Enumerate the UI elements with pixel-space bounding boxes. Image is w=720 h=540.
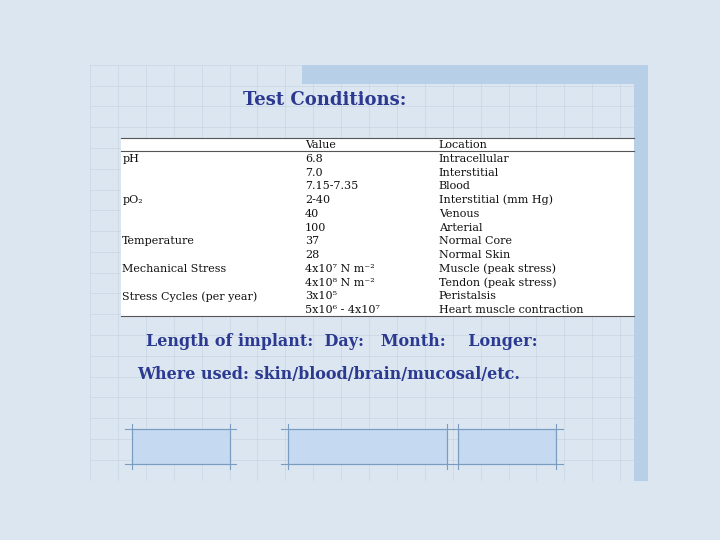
FancyBboxPatch shape <box>121 138 634 316</box>
Text: Arterial: Arterial <box>438 222 482 233</box>
Text: Stress Cycles (per year): Stress Cycles (per year) <box>122 291 258 302</box>
Text: Interstitial: Interstitial <box>438 167 499 178</box>
FancyBboxPatch shape <box>634 65 648 481</box>
Text: Test Conditions:: Test Conditions: <box>243 91 406 109</box>
Text: 40: 40 <box>305 209 319 219</box>
FancyBboxPatch shape <box>302 65 648 84</box>
Text: 4x10⁷ N m⁻²: 4x10⁷ N m⁻² <box>305 264 374 274</box>
Text: 28: 28 <box>305 250 319 260</box>
Text: 7.0: 7.0 <box>305 167 323 178</box>
Text: Temperature: Temperature <box>122 237 195 246</box>
Text: Length of implant:  Day:   Month:    Longer:: Length of implant: Day: Month: Longer: <box>145 333 537 350</box>
Text: pO₂: pO₂ <box>122 195 143 205</box>
FancyBboxPatch shape <box>459 429 556 464</box>
Text: Tendon (peak stress): Tendon (peak stress) <box>438 278 557 288</box>
Text: Normal Core: Normal Core <box>438 237 512 246</box>
Text: 3x10⁵: 3x10⁵ <box>305 292 337 301</box>
Text: Blood: Blood <box>438 181 471 191</box>
Text: pH: pH <box>122 154 139 164</box>
Text: Intracellular: Intracellular <box>438 154 510 164</box>
Text: 5x10⁶ - 4x10⁷: 5x10⁶ - 4x10⁷ <box>305 305 379 315</box>
Text: 7.15-7.35: 7.15-7.35 <box>305 181 358 191</box>
Text: Peristalsis: Peristalsis <box>438 292 497 301</box>
FancyBboxPatch shape <box>288 429 447 464</box>
Text: 37: 37 <box>305 237 319 246</box>
Text: Venous: Venous <box>438 209 479 219</box>
Text: 6.8: 6.8 <box>305 154 323 164</box>
Text: Interstitial (mm Hg): Interstitial (mm Hg) <box>438 195 553 205</box>
Text: 100: 100 <box>305 222 326 233</box>
Text: 2-40: 2-40 <box>305 195 330 205</box>
Text: Location: Location <box>438 140 487 150</box>
Text: Muscle (peak stress): Muscle (peak stress) <box>438 264 556 274</box>
Text: Where used: skin/blood/brain/mucosal/etc.: Where used: skin/blood/brain/mucosal/etc… <box>138 366 521 383</box>
Text: 4x10⁸ N m⁻²: 4x10⁸ N m⁻² <box>305 278 374 288</box>
Text: Heart muscle contraction: Heart muscle contraction <box>438 305 583 315</box>
FancyBboxPatch shape <box>132 429 230 464</box>
Text: Value: Value <box>305 140 336 150</box>
Text: Normal Skin: Normal Skin <box>438 250 510 260</box>
Text: Mechanical Stress: Mechanical Stress <box>122 264 227 274</box>
